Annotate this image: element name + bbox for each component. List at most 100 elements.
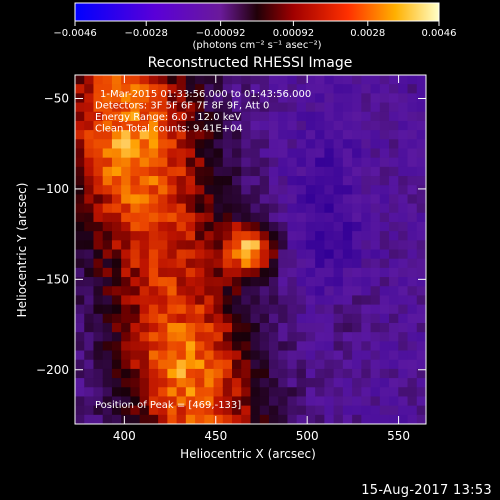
heatmap-cell xyxy=(278,221,289,232)
heatmap-cell xyxy=(296,378,307,388)
heatmap-cell xyxy=(389,304,399,315)
heatmap-cell xyxy=(176,286,187,297)
heatmap-cell xyxy=(213,359,224,370)
heatmap-cell xyxy=(278,102,289,113)
heatmap-cell xyxy=(398,84,409,94)
heatmap-cell xyxy=(250,405,261,416)
heatmap-cell xyxy=(232,304,242,315)
heatmap-cell xyxy=(278,295,289,306)
heatmap-cell xyxy=(93,139,104,150)
colorbar-tick-label: 0.0028 xyxy=(350,28,385,39)
heatmap-cell xyxy=(361,396,372,407)
heatmap-cell xyxy=(130,111,141,122)
heatmap-cell xyxy=(287,166,298,177)
heatmap-cell xyxy=(407,350,418,361)
colorbar-units: (photons cm⁻² s⁻¹ asec⁻²) xyxy=(192,40,321,51)
annotation-line: Clean Total counts: 9.41E+04 xyxy=(95,124,243,135)
heatmap-cell xyxy=(250,130,261,140)
heatmap-cell xyxy=(416,332,426,342)
heatmap-cell xyxy=(121,231,132,241)
heatmap-cell xyxy=(111,221,122,232)
heatmap-cell xyxy=(287,277,298,287)
heatmap-cell xyxy=(333,102,344,113)
heatmap-cell xyxy=(407,75,418,85)
heatmap-cell xyxy=(121,93,132,104)
heatmap-cell xyxy=(296,249,307,260)
heatmap-cell xyxy=(342,304,353,315)
heatmap-cell xyxy=(370,166,381,177)
heatmap-cell xyxy=(342,120,353,131)
heatmap-cell xyxy=(287,130,298,140)
heatmap-cell xyxy=(167,231,178,241)
heatmap-cell xyxy=(158,139,168,150)
heatmap-cell xyxy=(333,341,344,352)
heatmap-cell xyxy=(268,304,279,315)
heatmap-cell xyxy=(93,157,104,168)
heatmap-cell xyxy=(268,157,279,168)
heatmap-cell xyxy=(139,414,150,424)
heatmap-cell xyxy=(185,212,196,223)
heatmap-cell xyxy=(232,295,242,306)
heatmap-cell xyxy=(361,414,372,424)
heatmap-cell xyxy=(176,139,187,150)
heatmap-cell xyxy=(121,102,132,113)
heatmap-cell xyxy=(176,240,187,251)
heatmap-cell xyxy=(185,75,196,85)
heatmap-cell xyxy=(102,341,113,352)
heatmap-cell xyxy=(111,322,122,333)
heatmap-cell xyxy=(305,378,316,388)
heatmap-cell xyxy=(232,322,242,333)
heatmap-cell xyxy=(158,378,168,388)
heatmap-cell xyxy=(75,405,85,416)
heatmap-cell xyxy=(93,304,104,315)
heatmap-cell xyxy=(93,332,104,342)
heatmap-cell xyxy=(176,267,187,278)
heatmap-cell xyxy=(407,304,418,315)
heatmap-cell xyxy=(241,332,252,342)
heatmap-cell xyxy=(130,286,141,297)
heatmap-cell xyxy=(259,267,270,278)
heatmap-cell xyxy=(389,93,399,104)
heatmap-cell xyxy=(278,212,289,223)
heatmap-cell xyxy=(241,258,252,269)
heatmap-cell xyxy=(416,341,426,352)
heatmap-cell xyxy=(102,221,113,232)
heatmap-cell xyxy=(148,378,159,388)
heatmap-cell xyxy=(167,240,178,251)
heatmap-cell xyxy=(111,341,122,352)
heatmap-cell xyxy=(232,166,242,177)
heatmap-cell xyxy=(241,277,252,287)
heatmap-cell xyxy=(93,368,104,379)
heatmap-cell xyxy=(195,350,205,361)
heatmap-cell xyxy=(296,75,307,85)
heatmap-cell xyxy=(195,75,205,85)
heatmap-cell xyxy=(333,203,344,214)
heatmap-cell xyxy=(204,249,215,260)
heatmap-cell xyxy=(379,221,390,232)
heatmap-cell xyxy=(111,75,122,85)
heatmap-cell xyxy=(315,212,325,223)
heatmap-cell xyxy=(232,249,242,260)
heatmap-cell xyxy=(176,405,187,416)
heatmap-cell xyxy=(305,322,316,333)
heatmap-cell xyxy=(333,405,344,416)
heatmap-cell xyxy=(241,387,252,398)
heatmap-cell xyxy=(167,359,178,370)
heatmap-cell xyxy=(195,166,205,177)
heatmap-cell xyxy=(296,212,307,223)
heatmap-cell xyxy=(232,277,242,287)
heatmap-cell xyxy=(324,111,335,122)
heatmap-cell xyxy=(389,139,399,150)
heatmap-cell xyxy=(416,166,426,177)
heatmap-cell xyxy=(167,304,178,315)
heatmap-cell xyxy=(158,322,168,333)
heatmap-cell xyxy=(204,332,215,342)
heatmap-cell xyxy=(111,148,122,159)
heatmap-cell xyxy=(222,75,233,85)
heatmap-cell xyxy=(333,157,344,168)
heatmap-cell xyxy=(315,176,325,186)
heatmap-cell xyxy=(84,405,95,416)
heatmap-cell xyxy=(222,396,233,407)
heatmap-cell xyxy=(259,240,270,251)
heatmap-cell xyxy=(259,203,270,214)
